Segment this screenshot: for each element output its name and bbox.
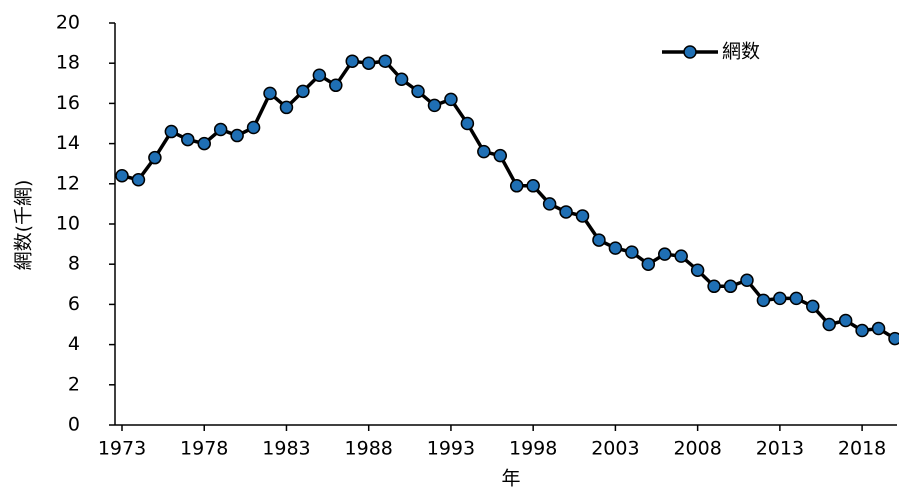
x-tick-label: 2008 <box>673 438 721 460</box>
y-tick-label: 18 <box>56 52 80 74</box>
data-point <box>773 291 787 306</box>
x-tick-label: 1983 <box>262 438 310 460</box>
data-point <box>345 54 360 68</box>
data-point <box>312 68 327 83</box>
y-tick-label: 4 <box>68 333 80 355</box>
data-point <box>740 273 754 288</box>
data-point <box>181 132 195 147</box>
x-axis-title: 年 <box>501 468 520 490</box>
data-point <box>493 148 508 163</box>
data-point <box>378 54 392 68</box>
x-tick-label: 2018 <box>838 438 886 460</box>
data-point <box>888 331 899 346</box>
data-point <box>246 120 261 135</box>
data-point <box>279 100 294 115</box>
data-point <box>115 169 129 183</box>
data-point <box>263 86 277 101</box>
data-point <box>806 299 820 314</box>
y-tick-label: 14 <box>56 132 80 154</box>
data-point <box>789 291 804 306</box>
data-point <box>197 136 211 151</box>
x-tick-label: 2013 <box>756 438 804 460</box>
data-point <box>871 321 886 336</box>
y-tick-label: 20 <box>56 12 80 34</box>
data-point <box>296 84 310 99</box>
data-point <box>575 209 590 223</box>
data-point <box>444 92 458 107</box>
y-tick-label: 16 <box>56 92 80 114</box>
data-point <box>361 56 376 70</box>
data-point <box>641 257 656 271</box>
y-tick-label: 0 <box>68 414 80 436</box>
data-point <box>164 124 179 139</box>
y-tick-label: 2 <box>68 373 80 395</box>
data-point <box>329 78 343 93</box>
y-tick-label: 12 <box>56 172 80 194</box>
data-point <box>723 279 738 294</box>
data-point <box>509 179 524 193</box>
data-point <box>411 84 425 99</box>
x-tick-label: 2003 <box>591 438 639 460</box>
legend-label: 網数 <box>722 41 760 63</box>
y-tick-label: 10 <box>56 213 80 235</box>
data-point <box>559 205 573 219</box>
data-point <box>131 173 146 187</box>
data-point <box>674 249 688 263</box>
data-point <box>592 233 606 247</box>
data-point <box>625 245 639 259</box>
data-point <box>657 247 672 261</box>
y-axis-title: 網数(千網) <box>13 180 35 271</box>
data-point <box>460 116 475 131</box>
data-point <box>477 144 491 159</box>
data-point <box>394 72 409 87</box>
x-tick-label: 1998 <box>509 438 557 460</box>
data-point <box>690 263 705 277</box>
y-tick-label: 8 <box>68 253 80 275</box>
data-point <box>707 279 721 294</box>
data-point <box>855 323 869 338</box>
data-point <box>526 179 540 193</box>
x-tick-label: 1978 <box>180 438 228 460</box>
y-tick-label: 6 <box>68 293 80 315</box>
data-point <box>838 313 853 328</box>
data-point <box>608 241 623 255</box>
x-tick-label: 1973 <box>98 438 146 460</box>
data-point <box>756 293 771 308</box>
data-point <box>213 122 228 137</box>
data-point <box>542 197 557 211</box>
data-point <box>148 150 162 165</box>
legend-marker <box>683 45 697 59</box>
data-point <box>822 317 836 332</box>
data-point <box>427 98 442 113</box>
x-tick-label: 1993 <box>427 438 475 460</box>
x-tick-label: 1988 <box>345 438 393 460</box>
data-point <box>230 128 244 143</box>
